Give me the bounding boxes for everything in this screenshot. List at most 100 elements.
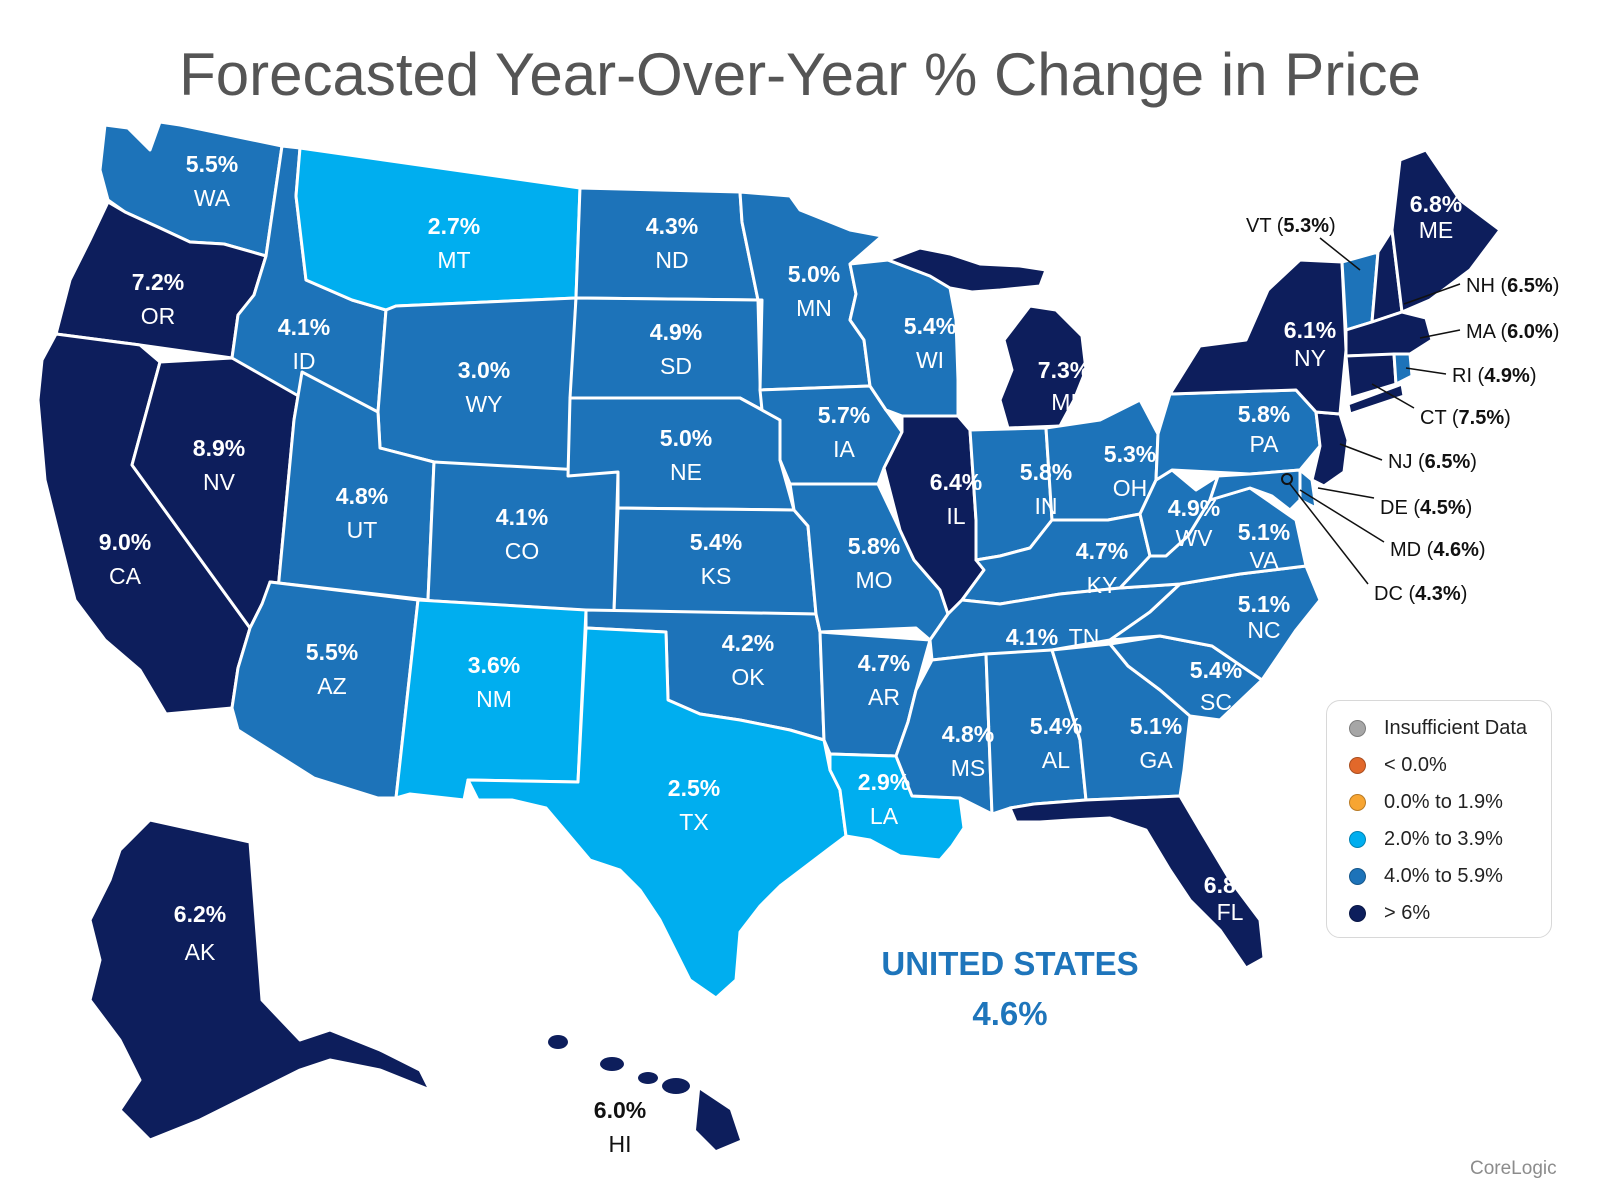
label-abbr-FL: FL (1217, 899, 1244, 925)
label-value-WY: 3.0% (458, 357, 510, 383)
state-AK[interactable] (88, 818, 432, 1142)
label-abbr-WY: WY (465, 391, 502, 417)
label-abbr-WA: WA (194, 185, 231, 211)
label-abbr-AL: AL (1042, 747, 1070, 773)
legend-item: 4.0% to 5.9% (1349, 863, 1503, 889)
state-NJ[interactable] (1310, 410, 1350, 488)
label-abbr-KS: KS (701, 563, 732, 589)
callout-VT: VT (5.3%) (1246, 215, 1336, 237)
label-abbr-OK: OK (731, 664, 765, 690)
label-value-WV: 4.9% (1168, 495, 1220, 521)
legend-label: > 6% (1384, 901, 1431, 924)
legend-item: 2.0% to 3.9% (1349, 826, 1503, 852)
legend-item: Insufficient Data (1349, 715, 1527, 741)
callout-DE: DE (4.5%) (1380, 497, 1472, 519)
state-HI[interactable] (548, 1035, 740, 1150)
label-value-NC: 5.1% (1238, 591, 1290, 617)
state-MD[interactable] (1208, 468, 1302, 512)
label-value-AR: 4.7% (858, 650, 910, 676)
legend-swatch (1349, 793, 1366, 811)
label-abbr-NM: NM (476, 686, 512, 712)
label-value-AZ: 5.5% (306, 639, 358, 665)
legend-item: > 6% (1349, 900, 1430, 926)
legend-label: < 0.0% (1384, 753, 1447, 776)
label-value-SC: 5.4% (1190, 657, 1242, 683)
label-abbr-MI: MI (1051, 389, 1077, 415)
state-MI-upper[interactable] (886, 246, 1048, 294)
label-abbr-LA: LA (870, 803, 899, 829)
label-abbr-KY: KY (1087, 572, 1118, 598)
callout-NH: NH (6.5%) (1466, 275, 1559, 297)
label-abbr-CO: CO (505, 538, 540, 564)
label-value-WI: 5.4% (904, 313, 956, 339)
state-TX[interactable] (466, 626, 848, 1000)
label-abbr-SD: SD (660, 353, 692, 379)
label-value-TN: 4.1% (1006, 624, 1058, 650)
label-value-ID: 4.1% (278, 314, 330, 340)
label-abbr-ID: ID (293, 348, 316, 374)
label-value-AK: 6.2% (174, 901, 226, 927)
label-abbr-OH: OH (1113, 475, 1148, 501)
label-value-OR: 7.2% (132, 269, 184, 295)
label-value-IN: 5.8% (1020, 459, 1072, 485)
legend-item: 0.0% to 1.9% (1349, 789, 1503, 815)
legend-swatch (1349, 719, 1366, 737)
label-abbr-ND: ND (655, 247, 688, 273)
label-abbr-GA: GA (1139, 747, 1173, 773)
label-value-CO: 4.1% (496, 504, 548, 530)
source-credit: CoreLogic (1470, 1158, 1557, 1179)
legend-swatch (1349, 756, 1366, 774)
state-ME[interactable] (1390, 148, 1502, 314)
state-RI[interactable] (1392, 352, 1414, 386)
label-value-NY: 6.1% (1284, 317, 1336, 343)
state-MI[interactable] (998, 304, 1088, 430)
state-KS[interactable] (612, 506, 818, 616)
label-abbr-CA: CA (109, 563, 142, 589)
legend-label: 4.0% to 5.9% (1384, 864, 1503, 887)
national-value: 4.6% (972, 995, 1048, 1032)
map-title: Forecasted Year-Over-Year % Change in Pr… (179, 41, 1421, 108)
label-abbr-MN: MN (796, 295, 832, 321)
label-value-TX: 2.5% (668, 775, 720, 801)
legend-label: 2.0% to 3.9% (1384, 827, 1503, 850)
callout-DC: DC (4.3%) (1374, 583, 1467, 605)
state-WY[interactable] (376, 296, 578, 478)
legend-label: 0.0% to 1.9% (1384, 790, 1503, 813)
label-value-MS: 4.8% (942, 721, 994, 747)
label-value-PA: 5.8% (1238, 401, 1290, 427)
state-CO[interactable] (416, 460, 620, 614)
label-value-KS: 5.4% (690, 529, 742, 555)
callout-NJ: NJ (6.5%) (1388, 451, 1477, 473)
callout-leaders (1289, 237, 1461, 585)
label-abbr-MS: MS (951, 755, 986, 781)
label-abbr-TX: TX (679, 809, 708, 835)
legend-swatch (1349, 904, 1366, 922)
label-value-GA: 5.1% (1130, 713, 1182, 739)
label-value-MN: 5.0% (788, 261, 840, 287)
state-NC[interactable] (1108, 564, 1322, 682)
label-value-IA: 5.7% (818, 402, 870, 428)
national-label: UNITED STATES (881, 945, 1139, 982)
label-abbr-WI: WI (916, 347, 944, 373)
label-abbr-NC: NC (1247, 617, 1280, 643)
label-value-MO: 5.8% (848, 533, 900, 559)
label-value-VA: 5.1% (1238, 519, 1290, 545)
label-value-MI: 7.3% (1038, 357, 1090, 383)
label-value-WA: 5.5% (186, 151, 238, 177)
label-abbr-AK: AK (185, 939, 216, 965)
label-abbr-HI: HI (609, 1131, 632, 1157)
label-abbr-IA: IA (833, 436, 855, 462)
callout-CT: CT (7.5%) (1420, 407, 1511, 429)
state-ND[interactable] (574, 186, 760, 302)
legend-swatch (1349, 867, 1366, 885)
label-value-CA: 9.0% (99, 529, 151, 555)
label-abbr-NE: NE (670, 459, 702, 485)
label-value-NE: 5.0% (660, 425, 712, 451)
label-abbr-MT: MT (437, 247, 470, 273)
legend: Insufficient Data < 0.0% 0.0% to 1.9% 2.… (1326, 700, 1552, 938)
state-NE[interactable] (566, 396, 796, 512)
label-value-AL: 5.4% (1030, 713, 1082, 739)
label-value-MT: 2.7% (428, 213, 480, 239)
label-value-HI: 6.0% (594, 1097, 646, 1123)
state-FL[interactable] (1008, 794, 1266, 970)
